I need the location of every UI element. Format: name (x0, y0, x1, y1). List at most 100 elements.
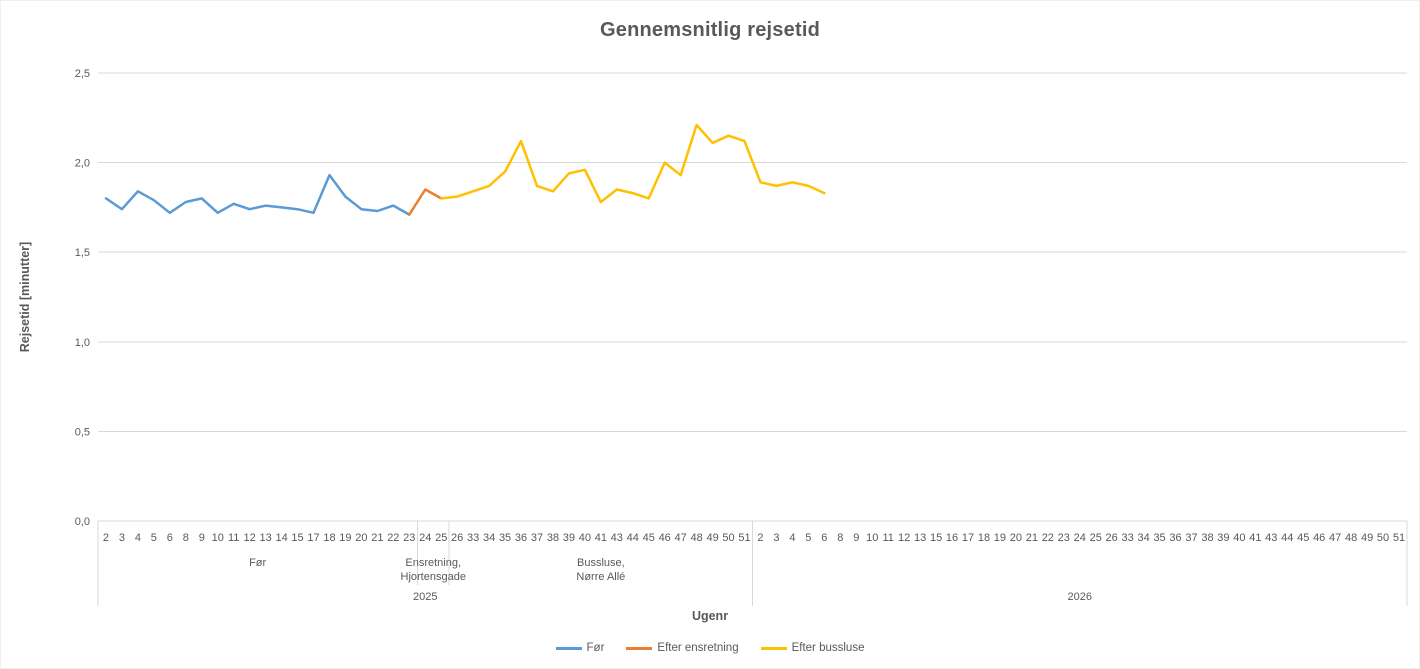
x-tick-label: 49 (706, 532, 718, 544)
x-tick-label: 12 (898, 532, 910, 544)
x-tick-label: 5 (805, 532, 811, 544)
series-line-efter-bussluse (439, 123, 826, 204)
x-tick-label: 8 (837, 532, 843, 544)
x-tick-label: 50 (722, 532, 734, 544)
x-tick-label: 34 (483, 532, 495, 544)
x-tick-label: 18 (978, 532, 990, 544)
x-tick-label: 19 (994, 532, 1006, 544)
x-tick-label: 49 (1361, 532, 1373, 544)
x-tick-label: 17 (307, 532, 319, 544)
x-tick-label: 15 (291, 532, 303, 544)
chart-title: Gennemsnitlig rejsetid (599, 19, 820, 41)
x-group-label: Hjortensgade (401, 571, 466, 583)
legend-item-efter-ensretning: Efter ensretning (626, 642, 739, 654)
x-tick-label: 14 (275, 532, 287, 544)
y-tick-label: 1,0 (75, 337, 90, 349)
x-tick-label: 35 (499, 532, 511, 544)
x-tick-label: 48 (691, 532, 703, 544)
x-tick-label: 22 (387, 532, 399, 544)
x-tick-label: 44 (627, 532, 639, 544)
x-tick-label: 45 (1297, 532, 1309, 544)
x-tick-label: 50 (1377, 532, 1389, 544)
x-tick-label: 5 (151, 532, 157, 544)
y-tick-label: 1,5 (75, 247, 90, 259)
y-tick-label: 2,5 (75, 68, 90, 80)
x-tick-label: 37 (1185, 532, 1197, 544)
x-tick-label: 33 (1122, 532, 1134, 544)
x-tick-label: 51 (738, 532, 750, 544)
x-tick-label: 9 (199, 532, 205, 544)
x-tick-label: 24 (1074, 532, 1086, 544)
legend: Før Efter ensretning Efter bussluse (1, 642, 1419, 654)
y-tick-label: 2,0 (75, 158, 90, 170)
x-tick-label: 6 (821, 532, 827, 544)
x-tick-label: 11 (228, 532, 239, 544)
x-tick-label: 8 (183, 532, 189, 544)
x-group-label: Nørre Allé (576, 571, 625, 583)
x-tick-label: 47 (675, 532, 687, 544)
x-tick-label: 15 (930, 532, 942, 544)
x-tick-label: 26 (451, 532, 463, 544)
x-tick-label: 47 (1329, 532, 1341, 544)
x-tick-label: 25 (1090, 532, 1102, 544)
x-tick-label: 11 (882, 532, 893, 544)
x-tick-label: 24 (419, 532, 431, 544)
x-tick-label: 26 (1106, 532, 1118, 544)
x-tick-label: 43 (1265, 532, 1277, 544)
x-axis-title: Ugenr (691, 609, 729, 623)
x-group-label: Ensretning, (405, 557, 461, 569)
x-tick-label: 33 (467, 532, 479, 544)
x-tick-label: 10 (212, 532, 224, 544)
x-tick-label: 12 (244, 532, 256, 544)
x-tick-label: 17 (962, 532, 974, 544)
x-tick-label: 13 (914, 532, 926, 544)
x-tick-label: 21 (1026, 532, 1038, 544)
x-tick-label: 21 (371, 532, 383, 544)
x-tick-label: 22 (1042, 532, 1054, 544)
x-tick-label: 39 (1217, 532, 1229, 544)
x-tick-label: 20 (355, 532, 367, 544)
x-tick-label: 2 (757, 532, 763, 544)
x-tick-label: 20 (1010, 532, 1022, 544)
x-tick-label: 34 (1137, 532, 1149, 544)
x-tick-label: 23 (403, 532, 415, 544)
x-tick-label: 3 (119, 532, 125, 544)
x-tick-label: 38 (547, 532, 559, 544)
legend-line-swatch (760, 646, 787, 650)
legend-label: Efter bussluse (791, 642, 865, 654)
x-year-label: 2026 (1068, 591, 1092, 603)
x-tick-label: 41 (595, 532, 607, 544)
x-year-label: 2025 (413, 591, 437, 603)
x-tick-label: 36 (515, 532, 527, 544)
series-line-før (104, 173, 411, 216)
x-tick-label: 13 (259, 532, 271, 544)
y-tick-label: 0,0 (75, 516, 90, 528)
x-tick-label: 38 (1201, 532, 1213, 544)
x-tick-label: 36 (1169, 532, 1181, 544)
x-tick-label: 45 (643, 532, 655, 544)
x-tick-label: 10 (866, 532, 878, 544)
x-tick-label: 16 (946, 532, 958, 544)
x-tick-label: 4 (135, 532, 141, 544)
legend-line-swatch (626, 646, 653, 650)
x-tick-label: 6 (167, 532, 173, 544)
x-tick-label: 51 (1393, 532, 1405, 544)
x-tick-label: 44 (1281, 532, 1293, 544)
x-group-label: Før (249, 557, 266, 569)
x-tick-label: 4 (789, 532, 795, 544)
x-tick-label: 43 (611, 532, 623, 544)
x-tick-label: 48 (1345, 532, 1357, 544)
x-tick-label: 23 (1058, 532, 1070, 544)
x-tick-label: 46 (1313, 532, 1325, 544)
x-tick-label: 41 (1249, 532, 1261, 544)
legend-item-efter-bussluse: Efter bussluse (760, 642, 865, 654)
x-tick-label: 40 (579, 532, 591, 544)
x-group-label: Bussluse, (577, 557, 625, 569)
x-tick-label: 19 (339, 532, 351, 544)
x-tick-label: 37 (531, 532, 543, 544)
series-line-efter-ensretning (408, 188, 443, 216)
legend-item-før: Før (555, 642, 605, 654)
legend-label: Før (586, 642, 605, 654)
x-tick-label: 40 (1233, 532, 1245, 544)
